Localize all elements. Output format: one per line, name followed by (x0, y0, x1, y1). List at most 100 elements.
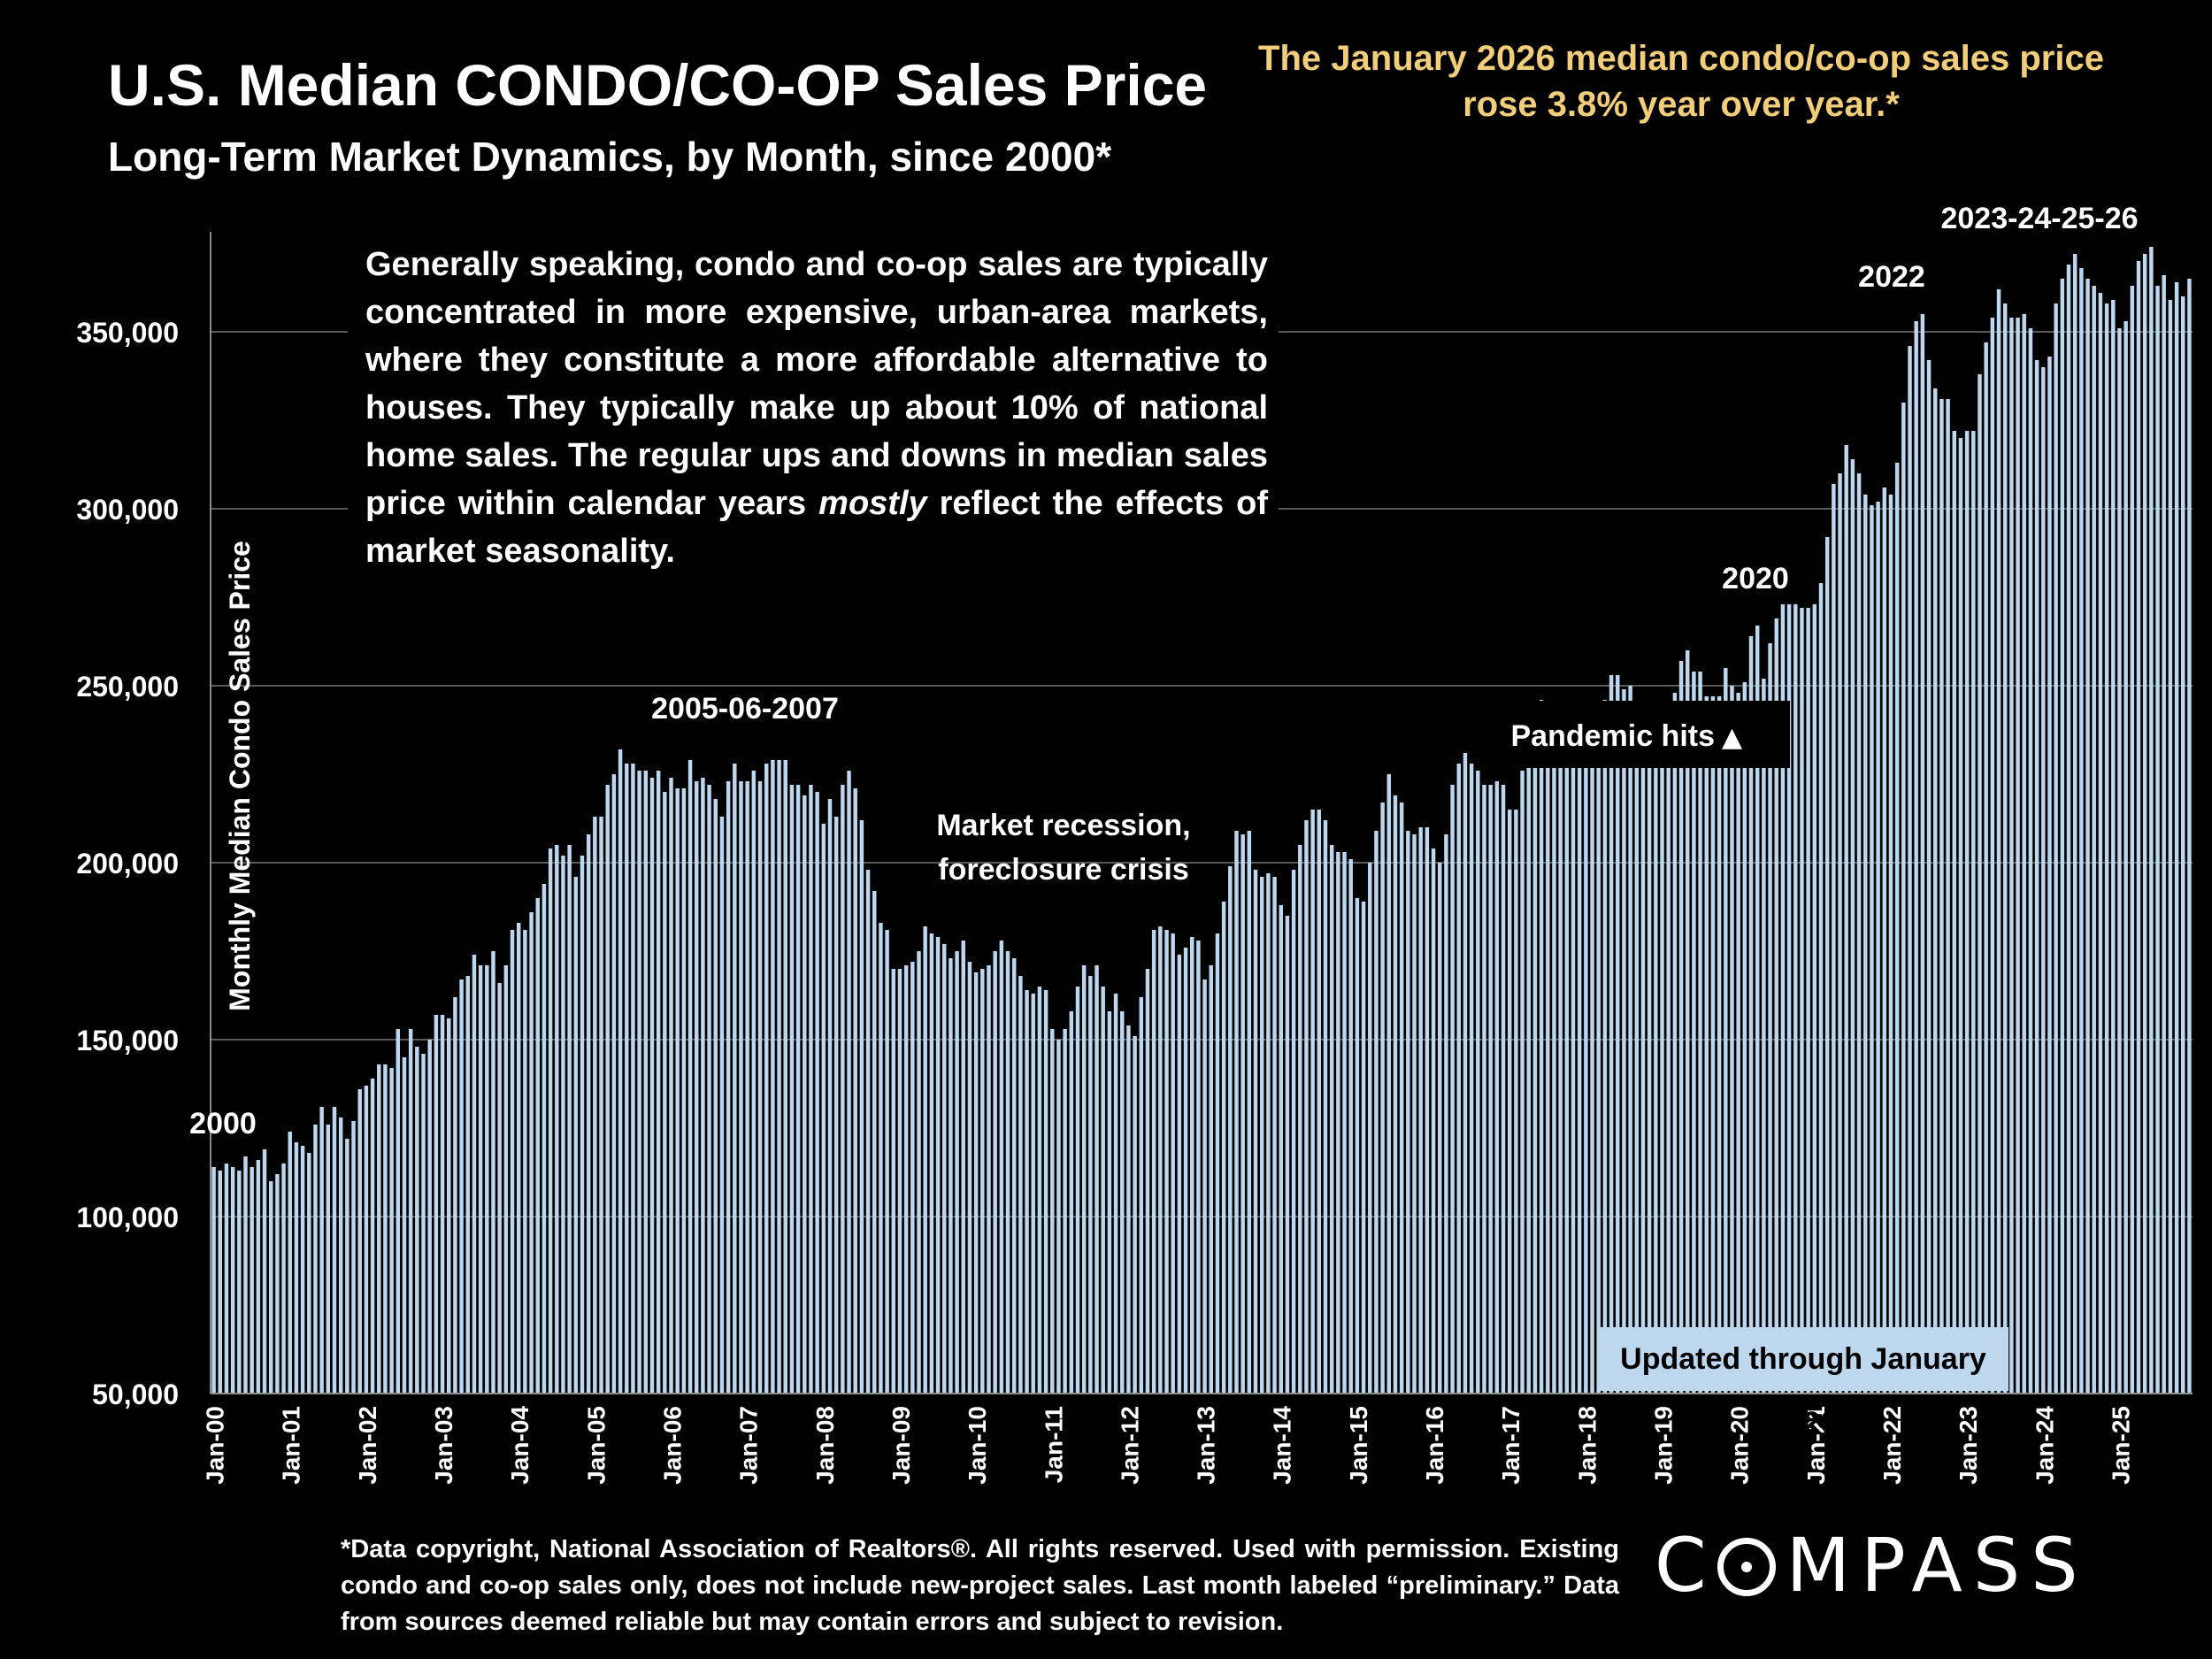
bar (1526, 749, 1531, 1394)
label-recession-2: foreclosure crisis (938, 853, 1188, 887)
bar (1145, 969, 1150, 1394)
bar (1908, 346, 1912, 1394)
bar (288, 1132, 292, 1394)
bar (687, 760, 693, 1394)
bar (485, 965, 489, 1394)
note-text: Generally speaking, condo and co-op sale… (365, 246, 1268, 522)
x-tick-label: Jan-23 (1955, 1406, 1982, 1485)
bar (2155, 286, 2160, 1394)
bar (2162, 275, 2166, 1394)
bar (1507, 810, 1512, 1394)
bar (1812, 604, 1817, 1394)
bar (669, 778, 673, 1394)
bar (2092, 286, 2096, 1394)
bar (631, 764, 635, 1394)
bar (1876, 502, 1880, 1394)
bar (833, 817, 839, 1394)
bar (1654, 707, 1658, 1394)
label-pandemic: Pandemic hits (1510, 719, 1715, 753)
bar (1272, 877, 1277, 1394)
bar (421, 1054, 426, 1394)
bar (2111, 300, 2116, 1394)
bar (1317, 810, 1322, 1394)
bar (1628, 686, 1632, 1394)
bar (637, 771, 641, 1394)
bar (1818, 583, 1824, 1394)
bar (541, 884, 547, 1394)
bar (803, 795, 807, 1394)
bar (1590, 764, 1594, 1394)
bar (1640, 710, 1646, 1394)
bar (961, 941, 965, 1394)
bar (1456, 764, 1461, 1394)
bar (739, 781, 743, 1394)
label-2020: 2020 (1722, 562, 1789, 595)
y-tick-label: 50,000 (92, 1379, 179, 1410)
bar (1850, 459, 1855, 1394)
bar (1202, 979, 1207, 1394)
bar (726, 781, 731, 1394)
bar (593, 817, 597, 1394)
bar (1463, 753, 1468, 1394)
bar (1425, 827, 1430, 1394)
bar (649, 778, 655, 1394)
bar (1228, 866, 1233, 1394)
bar (1113, 994, 1118, 1394)
bar (1692, 672, 1696, 1394)
y-tick-label: 350,000 (76, 317, 179, 349)
bar (1139, 997, 1144, 1394)
label-2000: 2000 (189, 1107, 257, 1141)
annotations: 2000 2005-06-2007 Market recession, fore… (189, 202, 2138, 1141)
bar (1768, 643, 1772, 1394)
bar (1488, 785, 1493, 1394)
bar (573, 877, 579, 1394)
bar (319, 1107, 324, 1394)
bar (402, 1057, 407, 1394)
bar (707, 785, 711, 1394)
bar (1342, 852, 1347, 1394)
x-tick-label: Jan-00 (202, 1406, 229, 1485)
bar (2098, 293, 2103, 1394)
bar (2124, 321, 2128, 1394)
x-tick-label: Jan-02 (354, 1406, 381, 1485)
bar (1958, 438, 1963, 1394)
bar (529, 912, 534, 1394)
bar (1075, 987, 1080, 1394)
bar (1933, 388, 1938, 1394)
x-tick-label: Jan-22 (1878, 1406, 1906, 1485)
compass-logo: C MPASS (1655, 1522, 2089, 1609)
x-tick-label: Jan-15 (1345, 1406, 1372, 1485)
bar (1298, 845, 1302, 1394)
bar (1329, 845, 1334, 1394)
bar (1386, 774, 1392, 1394)
bar (1005, 951, 1010, 1394)
bar (1247, 831, 1252, 1394)
bar (561, 856, 565, 1394)
bar (465, 976, 470, 1394)
bar (516, 923, 521, 1394)
bar (1285, 916, 1290, 1394)
bar (897, 969, 902, 1394)
bar (1710, 696, 1716, 1394)
bar (929, 933, 934, 1394)
bar (1094, 965, 1099, 1394)
bar (1279, 905, 1283, 1394)
bar (1011, 958, 1017, 1394)
bar (859, 820, 864, 1394)
bar (1882, 488, 1887, 1394)
bar (1844, 445, 1848, 1394)
up-arrow-icon: ▲ (1722, 722, 1742, 753)
bar (777, 760, 781, 1394)
bar (1888, 495, 1893, 1394)
x-tick-label: Jan-09 (887, 1406, 915, 1485)
bar (1291, 870, 1296, 1394)
bar (2085, 279, 2090, 1394)
bar (1622, 689, 1626, 1394)
bar (237, 1171, 242, 1394)
bar (663, 792, 667, 1394)
bar (1323, 820, 1328, 1394)
bar (1501, 785, 1506, 1394)
bar (351, 1121, 356, 1394)
bar (478, 965, 483, 1394)
bar (809, 785, 813, 1394)
